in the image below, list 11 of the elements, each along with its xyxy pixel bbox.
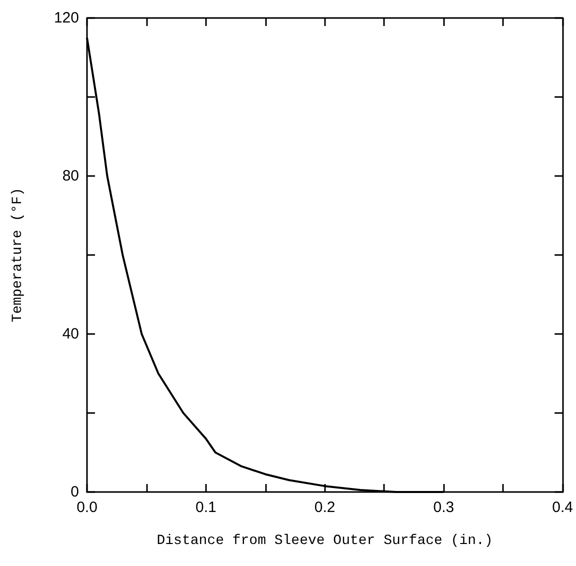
y-tick-label: 40 [62,326,79,342]
x-tick-label: 0.2 [314,499,336,516]
x-tick-label: 0.0 [76,499,98,516]
x-tick-label: 0.1 [195,499,216,516]
x-tick-label: 0.4 [552,499,574,516]
x-tick-label: 0.3 [433,499,454,516]
y-tick-label: 0 [70,484,79,500]
y-tick-label: 120 [54,10,79,26]
y-tick-label: 80 [62,168,79,184]
x-axis-title: Distance from Sleeve Outer Surface (in.) [156,533,493,549]
y-axis-title: Temperature (°F) [10,188,26,322]
